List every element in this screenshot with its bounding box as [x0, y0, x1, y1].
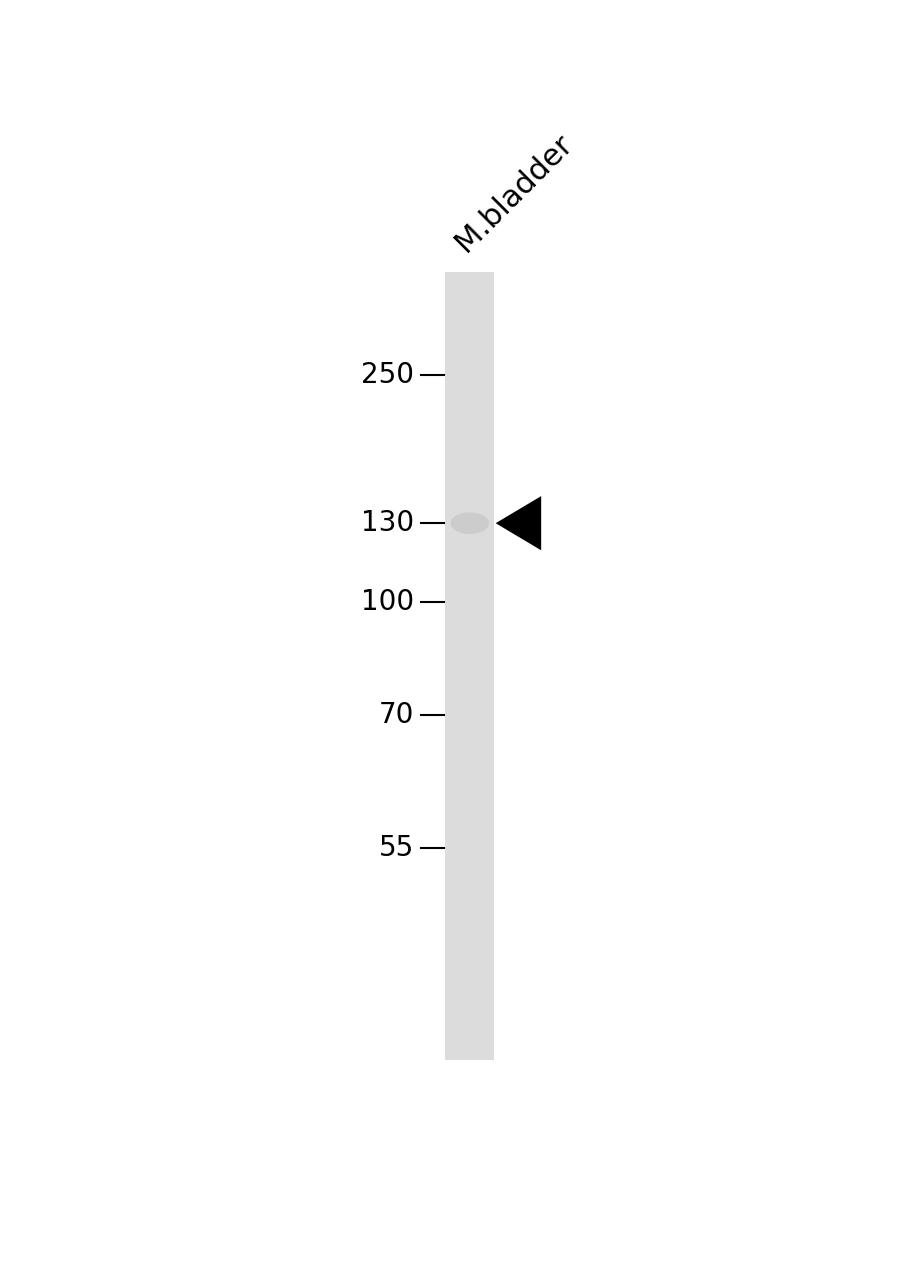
Ellipse shape: [456, 516, 482, 530]
Polygon shape: [495, 497, 540, 550]
Ellipse shape: [465, 521, 474, 526]
Text: 250: 250: [361, 361, 413, 389]
Text: 70: 70: [378, 701, 413, 730]
Ellipse shape: [450, 512, 489, 534]
Bar: [445, 271, 493, 1060]
Text: M.bladder: M.bladder: [449, 129, 577, 257]
Text: 55: 55: [378, 835, 413, 863]
Ellipse shape: [460, 518, 479, 529]
Ellipse shape: [455, 515, 483, 531]
Ellipse shape: [458, 517, 481, 530]
Text: 130: 130: [360, 509, 413, 538]
Ellipse shape: [467, 522, 471, 524]
Ellipse shape: [463, 520, 475, 527]
Ellipse shape: [466, 521, 473, 525]
Text: 100: 100: [360, 588, 413, 616]
Ellipse shape: [452, 513, 487, 534]
Ellipse shape: [453, 515, 485, 532]
Ellipse shape: [461, 518, 477, 527]
